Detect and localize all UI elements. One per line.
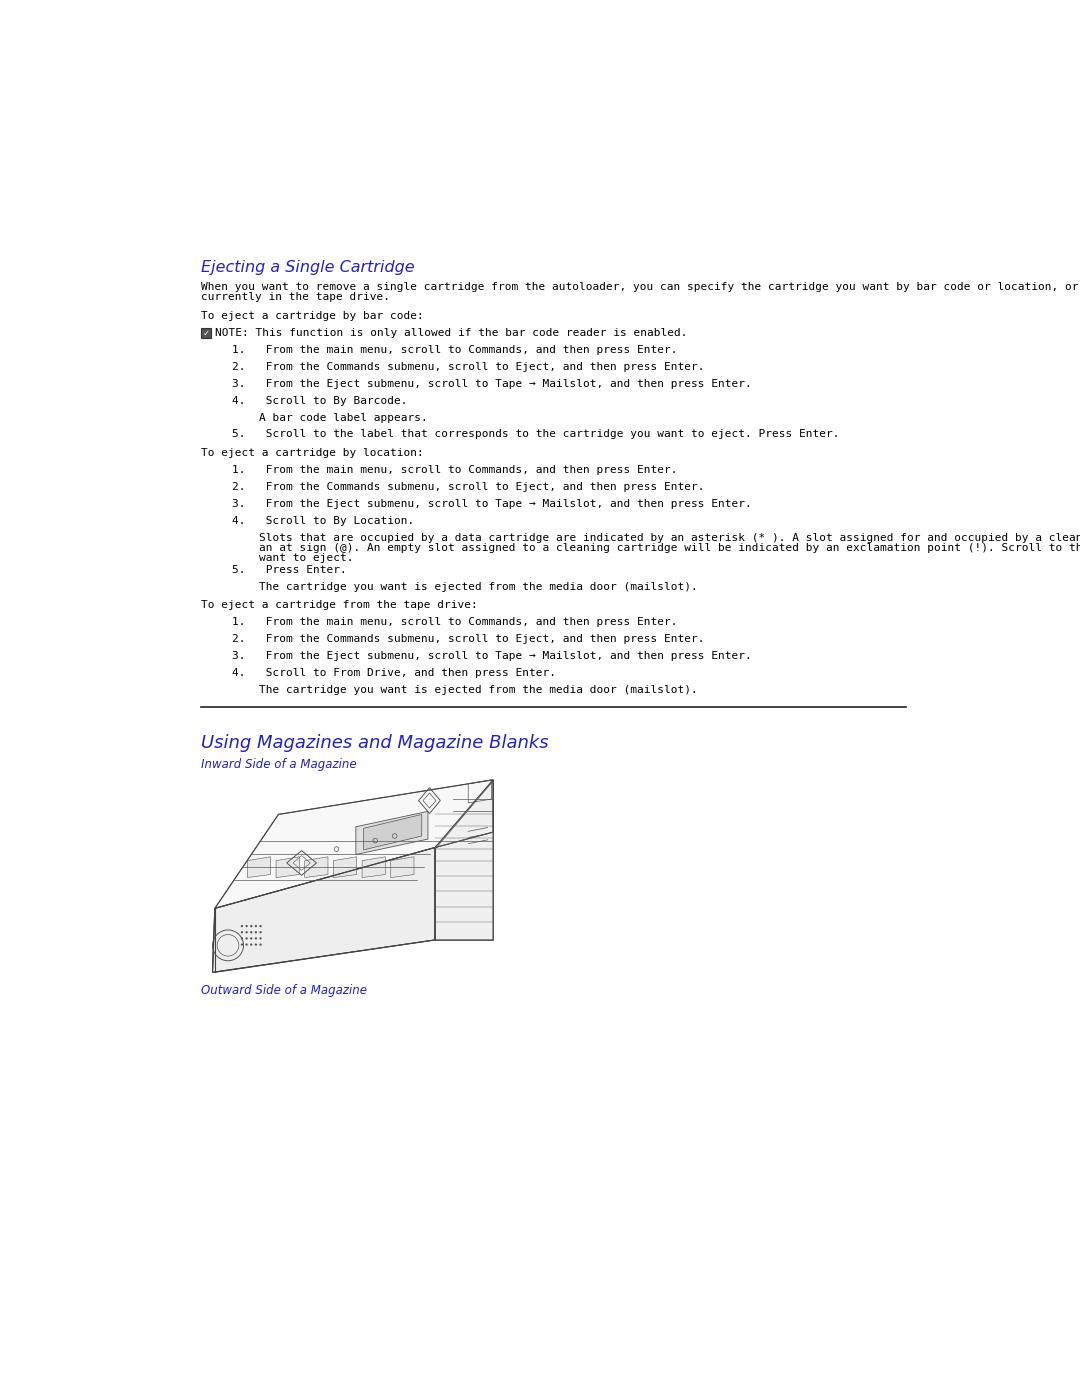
Circle shape [245, 943, 247, 946]
Text: 2.   From the Commands submenu, scroll to Eject, and then press Enter.: 2. From the Commands submenu, scroll to … [232, 634, 704, 644]
Text: To eject a cartridge from the tape drive:: To eject a cartridge from the tape drive… [201, 601, 477, 610]
Circle shape [245, 930, 247, 933]
Circle shape [251, 930, 253, 933]
Text: 5.   Scroll to the label that corresponds to the cartridge you want to eject. Pr: 5. Scroll to the label that corresponds … [232, 429, 839, 440]
Text: Using Magazines and Magazine Blanks: Using Magazines and Magazine Blanks [201, 733, 549, 752]
Polygon shape [215, 780, 494, 908]
Polygon shape [356, 812, 428, 855]
Text: 4.   Scroll to By Location.: 4. Scroll to By Location. [232, 515, 414, 525]
Polygon shape [362, 856, 386, 877]
Circle shape [255, 930, 257, 933]
Text: Slots that are occupied by a data cartridge are indicated by an asterisk (* ). A: Slots that are occupied by a data cartri… [259, 532, 1080, 542]
Circle shape [241, 937, 243, 940]
Text: To eject a cartridge by bar code:: To eject a cartridge by bar code: [201, 312, 423, 321]
Circle shape [259, 943, 261, 946]
Circle shape [241, 943, 243, 946]
Circle shape [251, 943, 253, 946]
Circle shape [255, 925, 257, 928]
Circle shape [251, 937, 253, 940]
Circle shape [241, 925, 243, 928]
Text: want to eject.: want to eject. [259, 553, 353, 563]
Text: currently in the tape drive.: currently in the tape drive. [201, 292, 390, 302]
Text: 2.   From the Commands submenu, scroll to Eject, and then press Enter.: 2. From the Commands submenu, scroll to … [232, 362, 704, 372]
Text: 1.   From the main menu, scroll to Commands, and then press Enter.: 1. From the main menu, scroll to Command… [232, 345, 677, 355]
Circle shape [259, 925, 261, 928]
Polygon shape [391, 856, 414, 877]
Circle shape [259, 937, 261, 940]
Text: When you want to remove a single cartridge from the autoloader, you can specify : When you want to remove a single cartrid… [201, 282, 1080, 292]
Text: an at sign (@). An empty slot assigned to a cleaning cartridge will be indicated: an at sign (@). An empty slot assigned t… [259, 542, 1080, 553]
Text: 4.   Scroll to By Barcode.: 4. Scroll to By Barcode. [232, 395, 407, 405]
Text: The cartridge you want is ejected from the media door (mailslot).: The cartridge you want is ejected from t… [259, 685, 698, 696]
Text: NOTE: This function is only allowed if the bar code reader is enabled.: NOTE: This function is only allowed if t… [215, 328, 687, 338]
Text: 4.   Scroll to From Drive, and then press Enter.: 4. Scroll to From Drive, and then press … [232, 668, 556, 678]
Text: 1.   From the main menu, scroll to Commands, and then press Enter.: 1. From the main menu, scroll to Command… [232, 617, 677, 627]
Text: Outward Side of a Magazine: Outward Side of a Magazine [201, 983, 367, 997]
Text: ✓: ✓ [202, 328, 210, 338]
Polygon shape [435, 780, 494, 940]
Text: 5.   Press Enter.: 5. Press Enter. [232, 564, 347, 576]
Text: 3.   From the Eject submenu, scroll to Tape → Mailslot, and then press Enter.: 3. From the Eject submenu, scroll to Tap… [232, 499, 752, 509]
Circle shape [255, 943, 257, 946]
Text: 3.   From the Eject submenu, scroll to Tape → Mailslot, and then press Enter.: 3. From the Eject submenu, scroll to Tap… [232, 651, 752, 661]
Text: 1.   From the main menu, scroll to Commands, and then press Enter.: 1. From the main menu, scroll to Command… [232, 465, 677, 475]
Text: Inward Side of a Magazine: Inward Side of a Magazine [201, 759, 356, 771]
Circle shape [251, 925, 253, 928]
Circle shape [241, 930, 243, 933]
Text: The cartridge you want is ejected from the media door (mailslot).: The cartridge you want is ejected from t… [259, 583, 698, 592]
Polygon shape [247, 856, 271, 877]
Circle shape [259, 930, 261, 933]
FancyBboxPatch shape [201, 328, 211, 338]
Text: 3.   From the Eject submenu, scroll to Tape → Mailslot, and then press Enter.: 3. From the Eject submenu, scroll to Tap… [232, 379, 752, 388]
Polygon shape [364, 814, 422, 849]
Polygon shape [276, 856, 299, 877]
Text: 2.   From the Commands submenu, scroll to Eject, and then press Enter.: 2. From the Commands submenu, scroll to … [232, 482, 704, 492]
Circle shape [255, 937, 257, 940]
Circle shape [245, 925, 247, 928]
Text: To eject a cartridge by location:: To eject a cartridge by location: [201, 448, 423, 458]
Text: A bar code label appears.: A bar code label appears. [259, 412, 428, 422]
Text: Ejecting a Single Cartridge: Ejecting a Single Cartridge [201, 260, 415, 275]
Polygon shape [305, 856, 328, 877]
Polygon shape [334, 856, 356, 877]
Circle shape [245, 937, 247, 940]
Polygon shape [213, 848, 435, 972]
